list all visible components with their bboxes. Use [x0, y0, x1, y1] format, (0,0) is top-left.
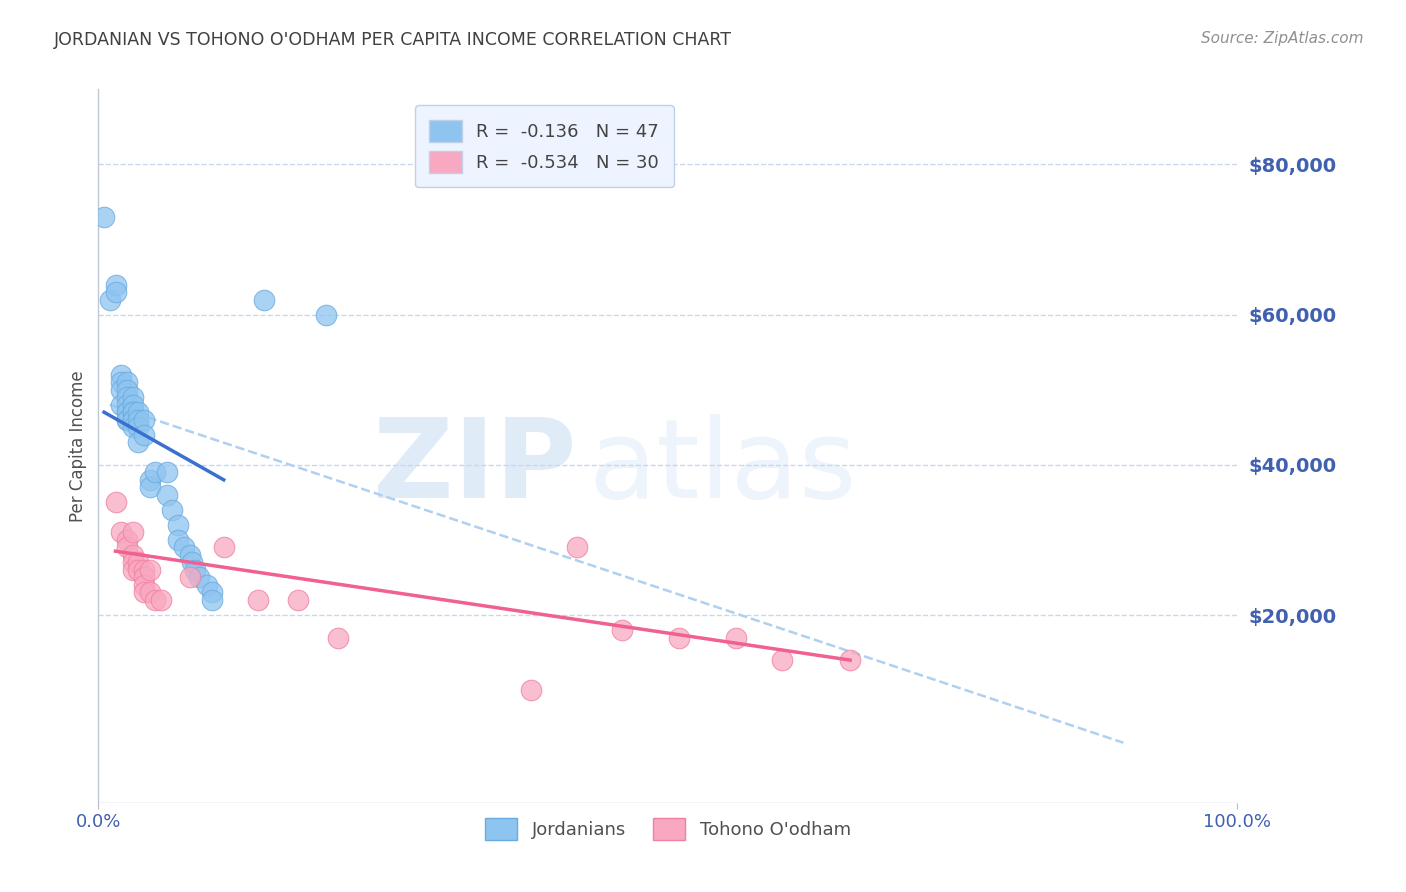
- Point: [138, 473, 160, 487]
- Point: [121, 563, 143, 577]
- Point: [115, 375, 138, 389]
- Point: [127, 413, 149, 427]
- Point: [138, 563, 160, 577]
- Point: [156, 488, 179, 502]
- Point: [110, 368, 132, 382]
- Point: [770, 653, 793, 667]
- Point: [115, 533, 138, 547]
- Point: [138, 585, 160, 599]
- Point: [167, 533, 190, 547]
- Point: [98, 293, 121, 307]
- Point: [145, 593, 167, 607]
- Point: [612, 623, 634, 637]
- Point: [187, 570, 209, 584]
- Point: [127, 405, 149, 419]
- Point: [110, 398, 132, 412]
- Point: [104, 277, 127, 292]
- Point: [110, 375, 132, 389]
- Point: [127, 435, 149, 450]
- Point: [121, 413, 143, 427]
- Point: [132, 578, 155, 592]
- Point: [138, 480, 160, 494]
- Text: ZIP: ZIP: [374, 414, 576, 521]
- Point: [121, 525, 143, 540]
- Point: [156, 465, 179, 479]
- Point: [110, 525, 132, 540]
- Point: [287, 593, 309, 607]
- Point: [132, 413, 155, 427]
- Point: [725, 631, 748, 645]
- Point: [162, 503, 184, 517]
- Point: [315, 308, 337, 322]
- Point: [110, 383, 132, 397]
- Text: JORDANIAN VS TOHONO O'ODHAM PER CAPITA INCOME CORRELATION CHART: JORDANIAN VS TOHONO O'ODHAM PER CAPITA I…: [53, 31, 731, 49]
- Point: [565, 541, 588, 555]
- Point: [132, 570, 155, 584]
- Point: [121, 556, 143, 570]
- Point: [121, 420, 143, 434]
- Point: [326, 631, 349, 645]
- Point: [179, 570, 201, 584]
- Point: [668, 631, 690, 645]
- Point: [115, 405, 138, 419]
- Text: Source: ZipAtlas.com: Source: ZipAtlas.com: [1201, 31, 1364, 46]
- Legend: Jordanians, Tohono O'odham: Jordanians, Tohono O'odham: [478, 811, 858, 847]
- Text: atlas: atlas: [588, 414, 856, 521]
- Point: [201, 585, 224, 599]
- Point: [127, 563, 149, 577]
- Point: [121, 548, 143, 562]
- Point: [115, 390, 138, 404]
- Point: [127, 420, 149, 434]
- Point: [179, 548, 201, 562]
- Point: [121, 398, 143, 412]
- Point: [115, 383, 138, 397]
- Point: [132, 563, 155, 577]
- Point: [104, 495, 127, 509]
- Point: [115, 541, 138, 555]
- Point: [184, 563, 207, 577]
- Point: [121, 390, 143, 404]
- Point: [212, 541, 235, 555]
- Point: [252, 293, 274, 307]
- Point: [115, 413, 138, 427]
- Point: [201, 593, 224, 607]
- Point: [145, 465, 167, 479]
- Y-axis label: Per Capita Income: Per Capita Income: [69, 370, 87, 522]
- Point: [195, 578, 218, 592]
- Point: [150, 593, 173, 607]
- Point: [180, 556, 202, 570]
- Point: [104, 285, 127, 299]
- Point: [173, 541, 195, 555]
- Point: [115, 398, 138, 412]
- Point: [127, 556, 149, 570]
- Point: [121, 405, 143, 419]
- Point: [93, 210, 115, 224]
- Point: [246, 593, 269, 607]
- Point: [520, 683, 543, 698]
- Point: [115, 413, 138, 427]
- Point: [167, 517, 190, 532]
- Point: [121, 405, 143, 419]
- Point: [132, 585, 155, 599]
- Point: [132, 427, 155, 442]
- Point: [121, 413, 143, 427]
- Point: [115, 405, 138, 419]
- Point: [839, 653, 862, 667]
